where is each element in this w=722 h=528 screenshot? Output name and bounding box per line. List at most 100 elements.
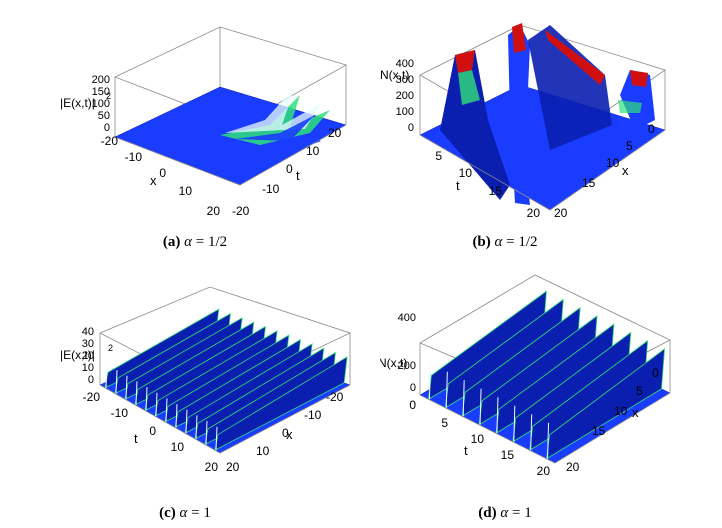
panel-a: 200 150 100 50 0 |E(x,t)| 2 -20 -10 0 10… xyxy=(60,15,360,225)
ztick-a-3: 50 xyxy=(98,110,110,122)
d-peak-spike xyxy=(445,371,448,408)
axis1-tick-d-4: 20 xyxy=(537,464,551,478)
ztick-b-1: 300 xyxy=(396,74,414,86)
axis1-tick-a-3: 10 xyxy=(179,184,193,198)
axis1-tick-b-2: 15 xyxy=(489,184,503,198)
axis1-tick-d-0: 0 xyxy=(409,398,416,412)
caption-a-symbol: α xyxy=(184,234,192,250)
axis2-tick-c-0: -20 xyxy=(326,390,344,404)
caption-d-value: = 1 xyxy=(512,505,532,521)
ztick-b-4: 0 xyxy=(408,122,414,134)
plot-a-3d-surface: 200 150 100 50 0 |E(x,t)| 2 -20 -10 0 10… xyxy=(60,26,348,218)
ztick-a-1: 150 xyxy=(92,86,110,98)
axis1-tick-c-4: 20 xyxy=(205,460,219,474)
d-peak-spike xyxy=(462,380,465,417)
axis2-tick-b-3: 15 xyxy=(582,176,596,190)
axis1-label-c: t xyxy=(134,431,138,446)
axis2-tick-b-2: 10 xyxy=(606,156,620,170)
axis2-label-b: x xyxy=(622,163,629,178)
c-peak-spike xyxy=(215,426,218,451)
axis2-label-a: t xyxy=(296,168,300,183)
ztick-a-4: 0 xyxy=(104,122,110,134)
c-peak-spike xyxy=(205,421,208,445)
axis2-tick-c-1: -10 xyxy=(304,408,322,422)
c-peak-spike xyxy=(195,415,198,439)
c-peak-spike xyxy=(165,398,168,422)
c-peak-spike xyxy=(135,381,138,405)
axis1-tick-d-3: 15 xyxy=(501,448,515,462)
caption-c-tag: (c) xyxy=(159,505,176,521)
zlabel-c-sup: 2 xyxy=(108,343,113,353)
ztick-c-2: 20 xyxy=(82,350,94,362)
axis1-tick-b-1: 10 xyxy=(459,166,473,180)
axis2-label-d: x xyxy=(632,405,639,420)
c-peak-spike xyxy=(105,364,108,388)
axis2-tick-b-4: 20 xyxy=(554,206,568,220)
caption-b: (b) α = 1/2 xyxy=(430,234,580,251)
axis2-tick-c-4: 20 xyxy=(226,460,240,474)
axis2-tick-a-3: -10 xyxy=(262,182,280,196)
axis2-tick-a-1: 10 xyxy=(306,144,320,158)
axis1-tick-b-0: 5 xyxy=(435,149,442,163)
axis1-tick-b-3: 20 xyxy=(527,206,541,220)
axis1-label-a: x xyxy=(150,173,157,188)
axis1-tick-c-3: 10 xyxy=(171,440,185,454)
axis2-tick-d-2: 10 xyxy=(614,404,628,418)
c-peak-spike xyxy=(145,387,148,411)
d-peak-spike xyxy=(513,405,516,442)
axis1-tick-a-0: -20 xyxy=(101,134,119,148)
caption-b-value: = 1/2 xyxy=(506,234,538,250)
caption-c-symbol: α xyxy=(179,505,188,521)
axis1-tick-a-4: 20 xyxy=(207,204,221,218)
zlabel-b: N(x,t) xyxy=(380,68,409,82)
ztick-d-2: 0 xyxy=(410,382,416,394)
caption-b-tag: (b) xyxy=(472,234,491,250)
c-peak-spike xyxy=(175,404,178,428)
ztick-d-1: 200 xyxy=(398,360,416,372)
d-ridge xyxy=(546,348,666,460)
ztick-a-0: 200 xyxy=(92,74,110,86)
caption-a-tag: (a) xyxy=(162,234,181,250)
caption-d-tag: (d) xyxy=(478,505,497,521)
c-peak-spike xyxy=(125,375,128,400)
axis2-tick-a-2: 0 xyxy=(286,162,293,176)
axis2-tick-a-4: -20 xyxy=(232,204,250,218)
axis2-tick-d-0: 0 xyxy=(652,366,659,380)
axis2-tick-c-3: 10 xyxy=(256,444,270,458)
panel-d: 400 200 0 N(x,t) 0 5 10 15 20 t 0 5 10 1… xyxy=(378,265,680,480)
zlabel-a: |E(x,t)| xyxy=(60,96,95,110)
d-peak-spike xyxy=(530,414,533,451)
axis2-tick-d-1: 5 xyxy=(636,384,643,398)
c-ridge xyxy=(214,356,348,451)
axis2-tick-d-3: 15 xyxy=(592,424,606,438)
axis1-tick-d-2: 10 xyxy=(471,432,485,446)
d-peak-spike xyxy=(496,397,499,434)
ztick-b-3: 100 xyxy=(396,106,414,118)
ztick-c-1: 30 xyxy=(82,338,94,350)
plot-d-3d-surface: 400 200 0 N(x,t) 0 5 10 15 20 t 0 5 10 1… xyxy=(378,274,671,478)
axis2-tick-b-1: 5 xyxy=(626,139,633,153)
ztick-c-3: 10 xyxy=(82,362,94,374)
caption-a-value: = 1/2 xyxy=(195,234,228,250)
c-peak-spike xyxy=(185,409,188,434)
caption-c-value: = 1 xyxy=(191,505,211,521)
axis1-tick-c-0: -20 xyxy=(83,390,101,404)
ztick-d-0: 400 xyxy=(398,312,416,324)
d-peak-spike xyxy=(479,388,482,425)
axis2-tick-a-0: 20 xyxy=(328,126,342,140)
ztick-a-2: 100 xyxy=(92,98,110,110)
ztick-b-2: 200 xyxy=(396,90,414,102)
ztick-c-4: 0 xyxy=(88,374,94,386)
axis2-tick-d-4: 20 xyxy=(566,460,580,474)
caption-b-symbol: α xyxy=(494,234,503,250)
axis1-tick-c-2: 0 xyxy=(149,424,156,438)
axis2-tick-b-0: 0 xyxy=(648,122,655,136)
axis2-tick-c-2: 0 xyxy=(282,426,289,440)
axis1-tick-c-1: -10 xyxy=(111,406,129,420)
plot-c-3d-surface: 40 30 20 10 0 |E(x,t)| 2 -20 -10 0 10 20… xyxy=(60,286,352,474)
panel-c: 40 30 20 10 0 |E(x,t)| 2 -20 -10 0 10 20… xyxy=(60,275,360,485)
panel-b: 400 300 200 100 0 N(x,t) 5 10 15 20 t 0 … xyxy=(380,15,680,225)
caption-a: (a) α = 1/2 xyxy=(120,234,270,251)
c-peak-spike xyxy=(115,370,118,394)
caption-c: (c) α = 1 xyxy=(110,505,260,522)
